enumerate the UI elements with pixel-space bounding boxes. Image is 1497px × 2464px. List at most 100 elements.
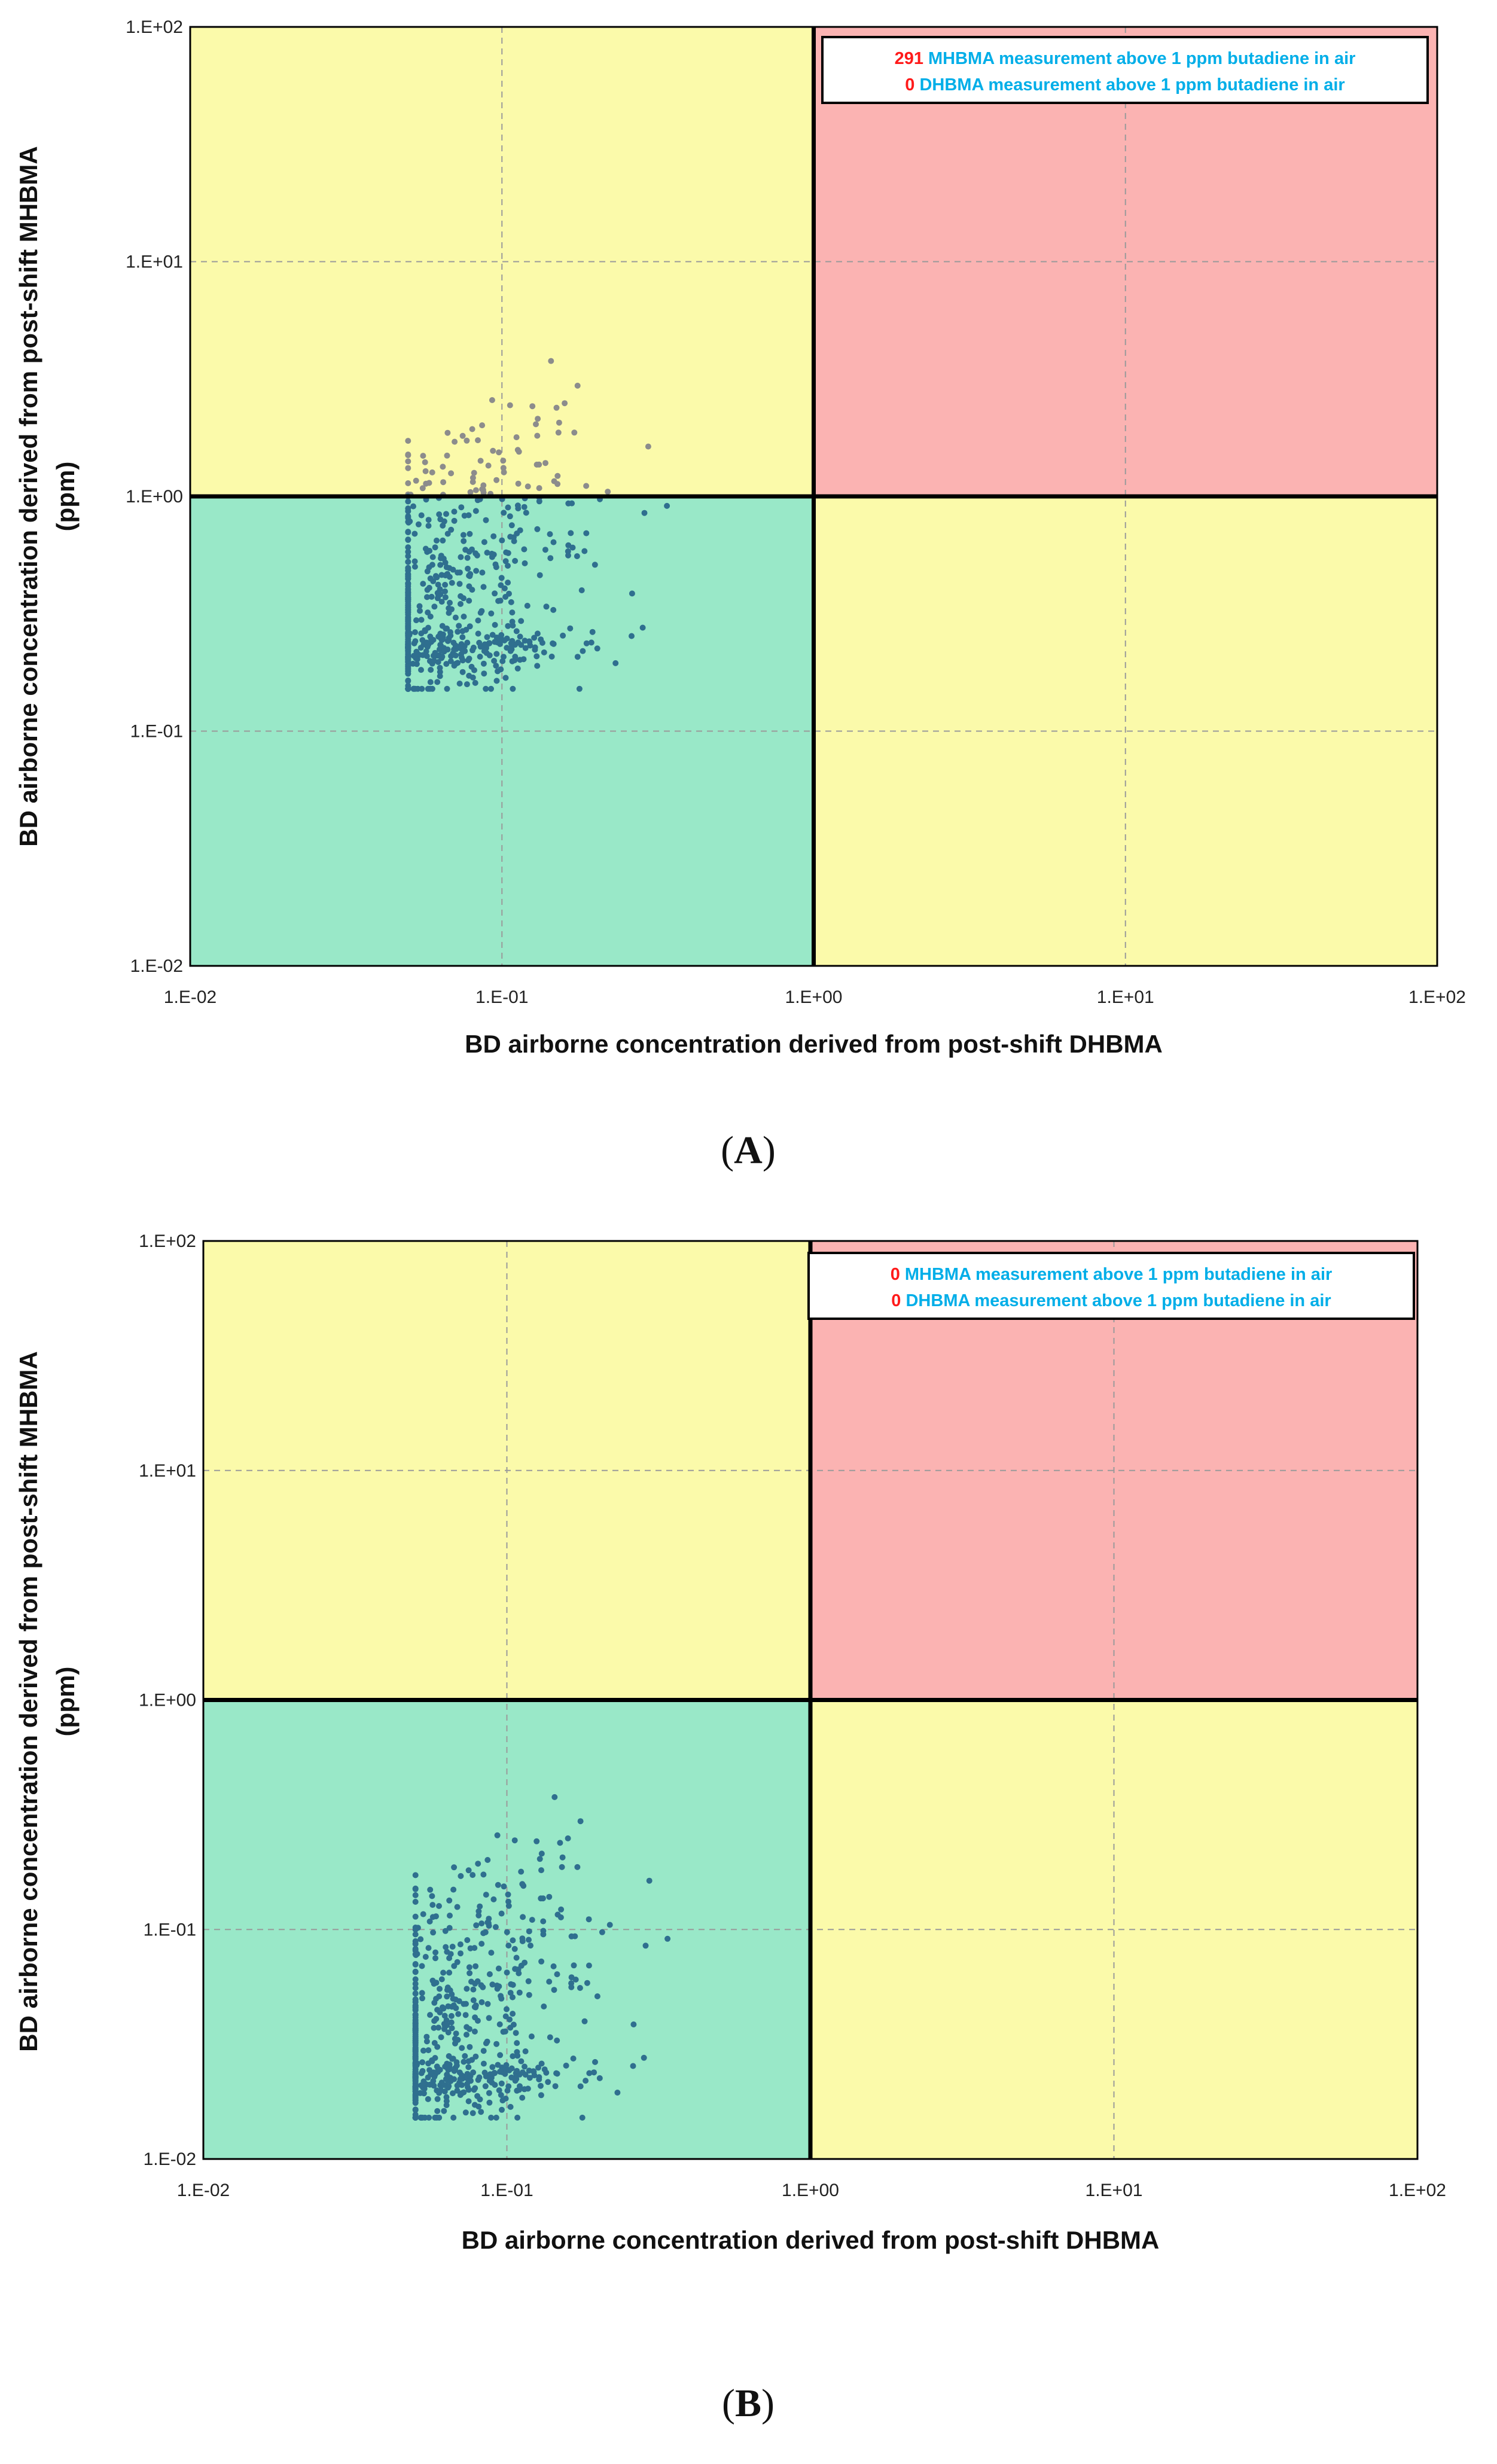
scatter-point	[542, 460, 548, 466]
scatter-point	[466, 655, 472, 662]
scatter-point	[571, 429, 578, 436]
scatter-point	[405, 452, 411, 458]
scatter-series	[405, 358, 670, 692]
scatter-point	[480, 1984, 486, 1990]
scatter-point	[485, 462, 492, 469]
scatter-point	[426, 2114, 432, 2121]
scatter-point	[469, 478, 476, 485]
scatter-point	[412, 2036, 419, 2043]
scatter-point	[478, 2109, 484, 2115]
scatter-point	[507, 1990, 514, 1996]
scatter-point	[481, 539, 487, 545]
y-tick-label: 1.E-01	[130, 722, 183, 742]
scatter-point	[453, 2030, 459, 2037]
scatter-point	[423, 2033, 430, 2040]
scatter-point	[413, 617, 419, 624]
scatter-point	[639, 624, 646, 631]
scatter-point	[405, 529, 411, 535]
scatter-point	[418, 630, 425, 637]
scatter-point	[478, 1920, 485, 1927]
scatter-point	[405, 685, 411, 692]
scatter-point	[507, 513, 513, 520]
scatter-point	[506, 590, 512, 597]
scatter-point	[419, 1963, 425, 1969]
scatter-point	[477, 458, 484, 464]
scatter-point	[550, 606, 557, 613]
scatter-point	[577, 1985, 583, 1991]
scatter-point	[502, 2070, 508, 2077]
scatter-point	[434, 2108, 441, 2114]
scatter-point	[450, 2056, 456, 2062]
scatter-point	[467, 2026, 472, 2032]
scatter-point	[469, 2110, 476, 2117]
scatter-point	[438, 599, 445, 605]
scatter-point	[405, 544, 411, 551]
scatter-point	[463, 627, 469, 633]
plot-frame	[189, 26, 1438, 967]
scatter-point	[420, 2047, 426, 2054]
scatter-point	[538, 2082, 544, 2089]
scatter-point	[507, 402, 513, 408]
scatter-point	[519, 1881, 526, 1887]
scatter-point	[505, 504, 511, 511]
scatter-point	[510, 1937, 516, 1944]
scatter-point	[540, 1928, 547, 1934]
scatter-point	[508, 1981, 514, 1987]
scatter-point	[571, 1962, 577, 1969]
scatter-point	[511, 538, 517, 544]
scatter-point	[480, 2048, 487, 2054]
y-axis-title-line2: (ppm)	[51, 1667, 80, 1737]
scatter-point	[431, 1981, 437, 1987]
scatter-point	[556, 419, 562, 426]
scatter-point	[558, 1906, 565, 1913]
scatter-point	[468, 663, 475, 670]
x-axis-title: BD airborne concentration derived from p…	[462, 2226, 1160, 2254]
x-tick-label: 1.E+00	[782, 2181, 839, 2200]
scatter-point	[467, 623, 473, 630]
scatter-point	[554, 472, 561, 479]
scatter-point	[512, 1966, 519, 1972]
scatter-point	[444, 1948, 450, 1955]
scatter-point	[437, 516, 444, 523]
scatter-point	[459, 2082, 465, 2088]
scatter-point	[418, 2070, 425, 2076]
scatter-point	[526, 1928, 532, 1935]
scatter-point	[419, 1995, 425, 2002]
scatter-point	[443, 511, 449, 517]
legend-label: DHBMA measurement above 1 ppm butadiene …	[919, 75, 1344, 94]
scatter-point	[510, 2053, 516, 2060]
scatter-point	[405, 678, 411, 684]
scatter-point	[511, 657, 518, 664]
scatter-point	[447, 1913, 453, 1919]
scatter-point	[423, 2038, 430, 2045]
scatter-point	[412, 2026, 419, 2032]
scatter-point	[533, 421, 539, 428]
scatter-point	[483, 517, 489, 523]
scatter-point	[487, 2076, 494, 2082]
scatter-point	[536, 572, 543, 578]
scatter-point	[489, 632, 496, 638]
scatter-point	[412, 1885, 419, 1892]
scatter-point	[574, 382, 581, 389]
scatter-point	[479, 422, 486, 429]
scatter-point	[559, 1864, 565, 1870]
scatter-point	[412, 2051, 419, 2057]
scatter-point	[550, 539, 557, 545]
scatter-point	[405, 565, 411, 571]
scatter-point	[492, 2082, 498, 2088]
y-axis-title-line2: (ppm)	[51, 462, 80, 532]
scatter-point	[411, 530, 418, 537]
scatter-point	[546, 1893, 553, 1900]
scatter-point	[534, 432, 541, 439]
scatter-point	[664, 502, 670, 509]
legend: 291 MHBMA measurement above 1 ppm butadi…	[821, 36, 1429, 104]
scatter-point	[411, 558, 418, 565]
scatter-point	[412, 1961, 419, 1968]
scatter-point	[436, 511, 443, 517]
scatter-point	[440, 479, 447, 486]
scatter-point	[412, 1931, 419, 1938]
scatter-point	[467, 530, 473, 537]
scatter-point	[420, 453, 426, 459]
scatter-point	[476, 639, 483, 646]
